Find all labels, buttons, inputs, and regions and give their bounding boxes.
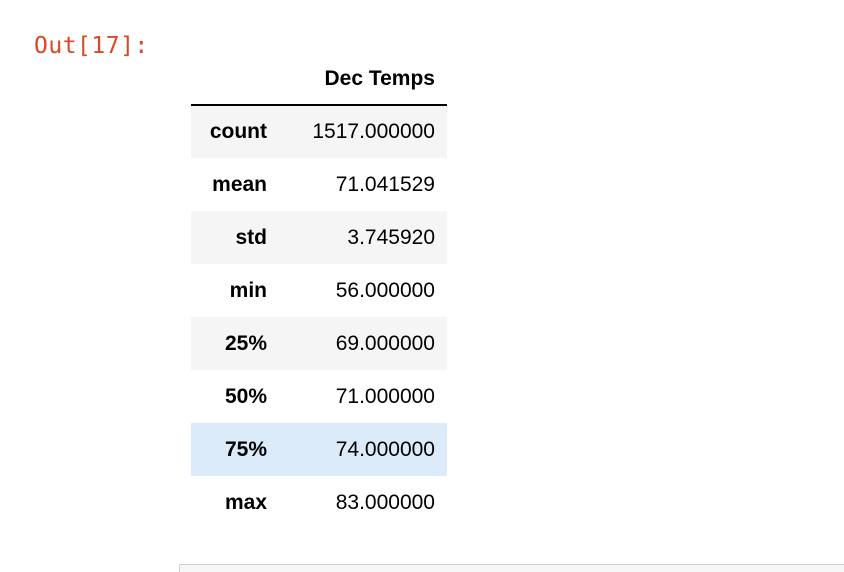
output-prompt: Out[17]:: [34, 33, 149, 59]
row-label: mean: [212, 172, 267, 196]
table-row: count 1517.000000: [191, 105, 447, 158]
row-value: 83.000000: [335, 490, 435, 514]
row-value: 1517.000000: [312, 120, 435, 143]
column-header-dec-temps: Dec Temps: [283, 54, 447, 106]
row-label: count: [209, 120, 267, 143]
table-row: 25% 69.000000: [191, 317, 447, 370]
next-code-cell[interactable]: [179, 564, 844, 572]
table-row: max 83.000000: [191, 476, 447, 529]
row-value: 74.000000: [335, 437, 435, 461]
table-row: 50% 71.000000: [191, 370, 447, 423]
row-value: 71.041529: [335, 172, 435, 196]
row-value: 56.000000: [335, 278, 435, 302]
table-header-row: Dec Temps: [191, 54, 447, 106]
table-row: min 56.000000: [191, 264, 447, 317]
dataframe-table: Dec Temps count 1517.000000 mean 71.0415…: [191, 54, 447, 529]
table-row: mean 71.041529: [191, 158, 447, 211]
index-header: [191, 54, 283, 106]
table-row-highlighted: 75% 74.000000: [191, 423, 447, 476]
row-value: 3.745920: [347, 225, 435, 249]
row-label: max: [224, 490, 267, 514]
row-label: 50%: [224, 384, 267, 408]
row-label: 25%: [224, 331, 267, 355]
row-label: std: [235, 225, 268, 249]
row-label: 75%: [224, 437, 267, 461]
row-value: 71.000000: [335, 384, 435, 408]
table-row: std 3.745920: [191, 211, 447, 264]
row-value: 69.000000: [335, 331, 435, 355]
row-label: min: [229, 278, 267, 302]
